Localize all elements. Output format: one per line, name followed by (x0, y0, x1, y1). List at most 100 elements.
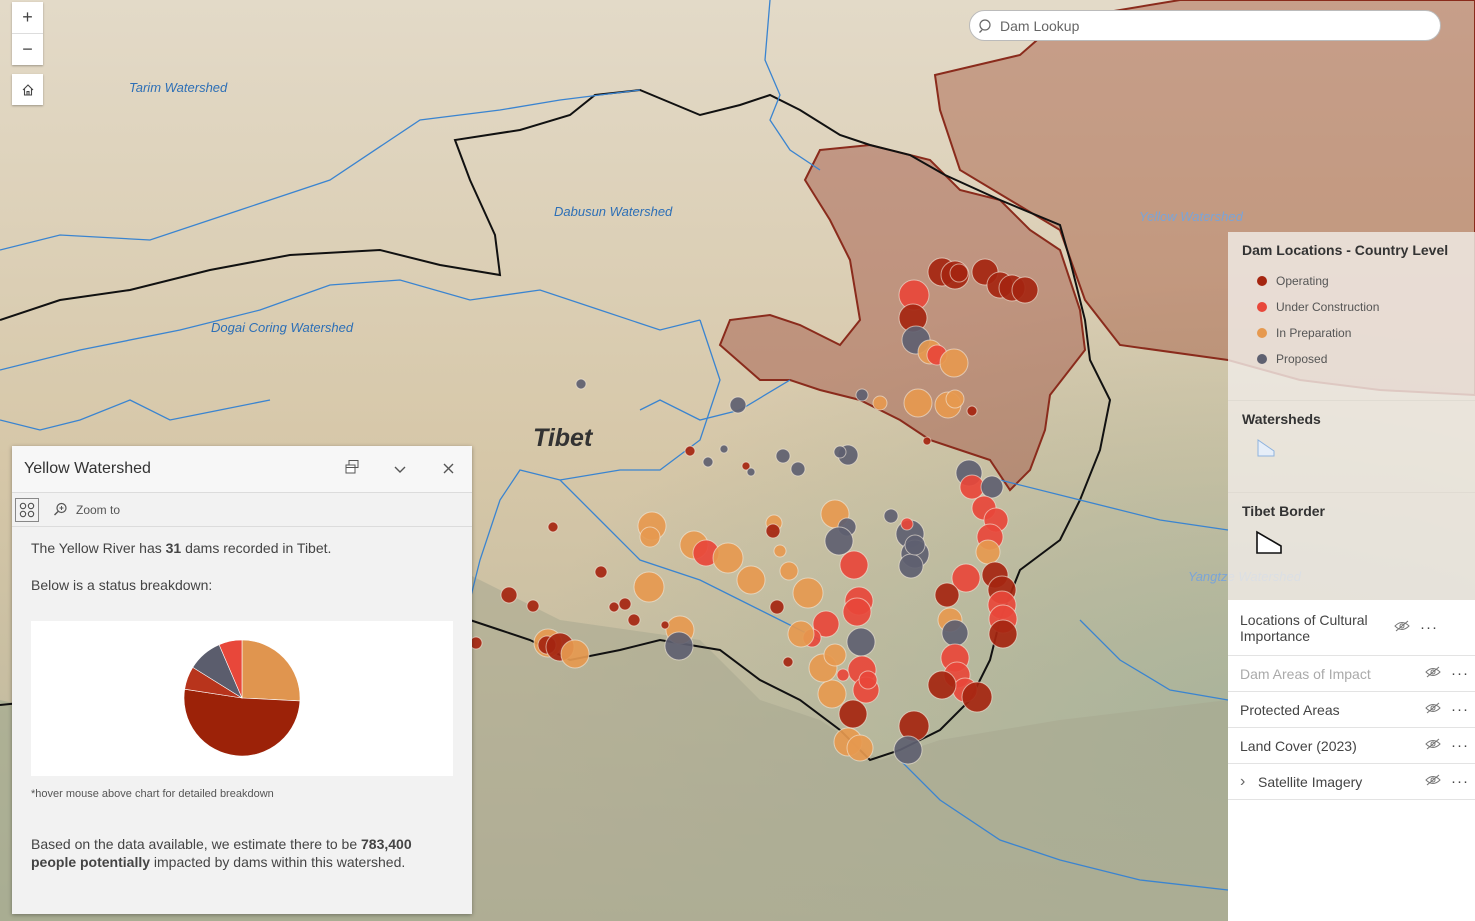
chevron-right-icon[interactable]: › (1240, 772, 1246, 790)
visibility-off-icon[interactable] (1421, 702, 1445, 717)
dam-marker[interactable] (903, 388, 933, 418)
dam-marker[interactable] (775, 448, 791, 464)
dam-marker[interactable] (560, 639, 590, 669)
dam-marker[interactable] (664, 631, 694, 661)
dam-marker[interactable] (684, 445, 696, 457)
dam-marker[interactable] (900, 517, 914, 531)
dam-marker[interactable] (817, 679, 847, 709)
dam-marker[interactable] (787, 620, 815, 648)
collapse-button[interactable] (376, 461, 424, 478)
dam-marker[interactable] (823, 643, 847, 667)
dam-marker[interactable] (904, 534, 926, 556)
more-options-icon[interactable]: ··· (1451, 737, 1469, 754)
dam-marker[interactable] (846, 734, 874, 762)
search-input[interactable] (998, 16, 1440, 35)
dam-marker[interactable] (627, 613, 641, 627)
dam-marker[interactable] (769, 599, 785, 615)
status-pie-chart[interactable] (31, 621, 453, 776)
dam-marker[interactable] (855, 388, 869, 402)
dam-marker[interactable] (941, 619, 969, 647)
more-options-icon[interactable]: ··· (1451, 773, 1469, 790)
legend-item-label: In Preparation (1276, 326, 1352, 340)
close-button[interactable] (424, 461, 472, 478)
dam-marker[interactable] (812, 610, 840, 638)
border-title: Tibet Border (1242, 503, 1325, 519)
pie-slice[interactable] (183, 688, 301, 757)
dam-marker[interactable] (500, 586, 518, 604)
dam-marker[interactable] (922, 436, 932, 446)
dam-marker[interactable] (712, 542, 744, 574)
dam-marker[interactable] (790, 461, 806, 477)
dam-marker[interactable] (975, 539, 1001, 565)
layer-item[interactable]: Locations of Cultural Importance ··· (1228, 600, 1475, 656)
dam-marker[interactable] (951, 563, 981, 593)
layer-item[interactable]: Land Cover (2023) ··· (1228, 728, 1475, 764)
visibility-off-icon[interactable] (1390, 620, 1414, 635)
zoom-in-button[interactable]: + (12, 2, 43, 34)
dam-marker[interactable] (858, 670, 878, 690)
dam-marker[interactable] (893, 735, 923, 765)
dam-marker[interactable] (547, 521, 559, 533)
dam-marker[interactable] (660, 620, 670, 630)
dam-marker[interactable] (779, 561, 799, 581)
dam-marker[interactable] (949, 263, 969, 283)
layer-item[interactable]: Protected Areas ··· (1228, 692, 1475, 728)
more-options-icon[interactable]: ··· (1420, 619, 1438, 636)
dam-marker[interactable] (1011, 276, 1039, 304)
dock-button[interactable] (328, 459, 376, 479)
dam-marker[interactable] (934, 582, 960, 608)
dam-marker[interactable] (633, 571, 665, 603)
dam-marker[interactable] (782, 656, 794, 668)
dam-marker[interactable] (945, 389, 965, 409)
features-button[interactable] (15, 497, 39, 522)
dam-marker[interactable] (736, 565, 766, 595)
dam-marker[interactable] (765, 523, 781, 539)
dam-marker[interactable] (927, 670, 957, 700)
dam-marker[interactable] (729, 396, 747, 414)
dam-marker[interactable] (746, 467, 756, 477)
dam-marker[interactable] (833, 445, 847, 459)
zoom-out-button[interactable]: − (22, 39, 33, 59)
dam-marker[interactable] (966, 405, 978, 417)
dam-marker[interactable] (594, 565, 608, 579)
dam-marker[interactable] (741, 461, 751, 471)
dam-marker[interactable] (836, 668, 850, 682)
dam-marker[interactable] (980, 475, 1004, 499)
impact-bold: people potentially (31, 854, 151, 870)
dam-marker[interactable] (719, 444, 729, 454)
dam-marker[interactable] (839, 550, 869, 580)
visibility-off-icon[interactable] (1421, 738, 1445, 753)
dam-marker[interactable] (608, 601, 620, 613)
dam-marker[interactable] (702, 456, 714, 468)
dam-marker[interactable] (575, 378, 587, 390)
pie-slice[interactable] (241, 639, 301, 702)
more-options-icon[interactable]: ··· (1451, 701, 1469, 718)
layer-item[interactable]: › Satellite Imagery ··· (1228, 764, 1475, 800)
zoom-to-button[interactable]: Zoom to (53, 502, 120, 517)
layer-item[interactable]: Dam Areas of Impact ··· (1228, 656, 1475, 692)
dam-marker[interactable] (838, 699, 868, 729)
dam-marker[interactable] (773, 544, 787, 558)
visibility-off-icon[interactable] (1421, 774, 1445, 789)
dam-marker[interactable] (842, 597, 872, 627)
dam-marker[interactable] (639, 526, 661, 548)
dam-marker[interactable] (792, 577, 824, 609)
chevron-down-icon (394, 466, 406, 473)
dam-marker[interactable] (872, 395, 888, 411)
dam-marker[interactable] (961, 681, 993, 713)
pie-slice[interactable] (218, 639, 243, 699)
visibility-off-icon[interactable] (1421, 666, 1445, 681)
dam-marker[interactable] (526, 599, 540, 613)
home-button[interactable] (12, 74, 43, 105)
dam-marker[interactable] (824, 526, 854, 556)
legend-item: Proposed (1242, 346, 1461, 372)
legend-tibet-border: Tibet Border (1228, 492, 1475, 600)
dam-marker[interactable] (618, 597, 632, 611)
dam-marker[interactable] (883, 508, 899, 524)
dam-marker[interactable] (846, 627, 876, 657)
dam-marker[interactable] (988, 619, 1018, 649)
dam-marker[interactable] (898, 553, 924, 579)
more-options-icon[interactable]: ··· (1451, 665, 1469, 682)
dam-marker[interactable] (939, 348, 969, 378)
dam-marker[interactable] (959, 474, 985, 500)
